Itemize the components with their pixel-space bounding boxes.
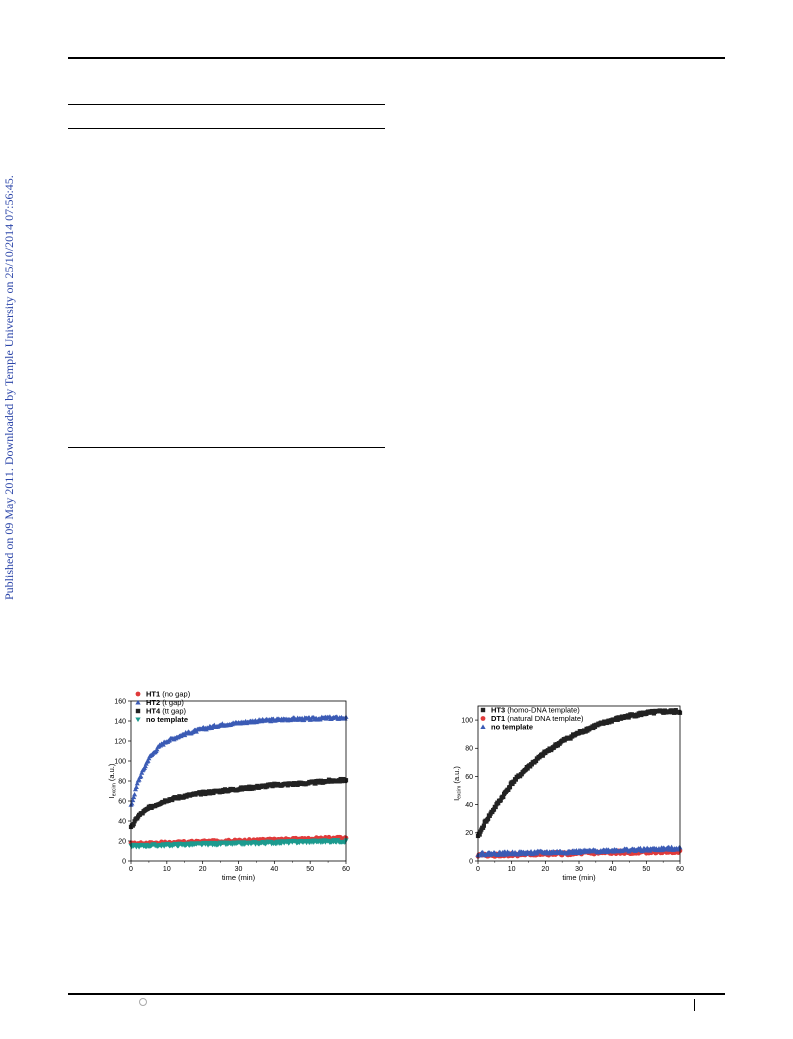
- y-tick-label: 120: [114, 738, 126, 745]
- data-point: [134, 780, 140, 786]
- data-point: [481, 823, 486, 828]
- data-point: [139, 770, 145, 775]
- legend-label: DT1 (natural DNA template): [491, 714, 584, 723]
- legend-label: HT3 (homo-DNA template): [491, 706, 580, 715]
- table-bottom-rule: [68, 447, 385, 448]
- legend-marker: [135, 717, 141, 723]
- data-point: [507, 785, 513, 790]
- y-tick-label: 0: [122, 858, 126, 865]
- y-tick-label: 40: [465, 802, 473, 809]
- published-watermark: Published on 09 May 2011. Downloaded by …: [2, 175, 16, 600]
- footer-divider: [694, 999, 695, 1011]
- y-tick-label: 80: [118, 778, 126, 785]
- data-point: [533, 758, 539, 764]
- data-point: [487, 813, 492, 818]
- legend-label: HT4 (tt gap): [146, 707, 187, 716]
- legend-marker: [480, 716, 486, 721]
- data-point: [136, 777, 142, 782]
- x-tick-label: 30: [575, 866, 583, 873]
- data-point: [513, 777, 518, 782]
- y-tick-label: 20: [118, 838, 126, 845]
- series-1: [128, 714, 349, 807]
- x-axis-title: time (min): [222, 873, 256, 882]
- legend-label: HT2 (t gap): [146, 698, 184, 707]
- x-tick-label: 60: [676, 866, 684, 873]
- x-tick-label: 10: [163, 866, 171, 873]
- x-tick-label: 50: [642, 866, 650, 873]
- y-tick-label: 0: [469, 858, 473, 865]
- legend-label: HT1 (no gap): [146, 690, 191, 699]
- y-axis-title: Iexcim (a.u.): [107, 763, 118, 798]
- series-0: [475, 708, 683, 839]
- data-point: [131, 822, 136, 827]
- data-point: [477, 832, 482, 837]
- x-tick-label: 60: [342, 866, 350, 873]
- y-tick-label: 60: [118, 798, 126, 805]
- x-tick-label: 30: [235, 866, 243, 873]
- x-tick-label: 50: [306, 866, 314, 873]
- y-tick-label: 80: [465, 746, 473, 753]
- data-point: [130, 797, 136, 803]
- table-header-rule: [68, 128, 385, 129]
- data-point: [510, 781, 515, 787]
- data-point: [496, 801, 501, 806]
- y-tick-label: 100: [114, 758, 126, 765]
- data-point: [142, 763, 148, 769]
- chart-right: 0 10 20 30 40 50 60 0 20 40 60 80 100 time (min) Iexci…: [452, 706, 684, 883]
- footer-logo-icon: [139, 998, 147, 1006]
- series-2: [475, 844, 683, 858]
- x-tick-label: 0: [476, 866, 480, 873]
- y-tick-label: 160: [114, 698, 126, 705]
- plot-area-left: 0 10 20 30 40 50 60 0 20 40 60 80 100 120 140 160 time (…: [107, 690, 350, 883]
- data-point: [525, 766, 530, 771]
- data-point: [506, 787, 511, 792]
- data-point: [486, 816, 491, 821]
- data-point: [480, 825, 486, 830]
- data-point: [154, 746, 160, 752]
- legend: HT1 (no gap)HT2 (t gap)HT4 (tt gap)no te…: [135, 690, 191, 724]
- data-point: [133, 784, 139, 789]
- y-tick-label: 20: [465, 830, 473, 837]
- x-tick-label: 10: [508, 866, 516, 873]
- y-tick-label: 40: [118, 818, 126, 825]
- data-point: [193, 729, 199, 734]
- data-point: [540, 753, 545, 758]
- legend-label: no template: [146, 715, 188, 724]
- x-tick-label: 0: [129, 866, 133, 873]
- legend-marker: [480, 724, 486, 729]
- legend: HT3 (homo-DNA template)DT1 (natural DNA …: [480, 706, 584, 732]
- data-point: [498, 798, 503, 803]
- data-point: [145, 758, 151, 763]
- table-top-rule: [68, 104, 385, 105]
- y-tick-label: 140: [114, 718, 126, 725]
- plot-area-right: 0 10 20 30 40 50 60 0 20 40 60 80 100 time (min) Iexci…: [452, 706, 684, 883]
- y-axis-title: Iexcim (a.u.): [452, 766, 463, 801]
- legend-marker: [135, 699, 141, 705]
- x-tick-label: 20: [541, 866, 549, 873]
- legend-label: no template: [491, 723, 533, 732]
- data-point: [132, 791, 138, 797]
- x-tick-label: 20: [199, 866, 207, 873]
- x-tick-label: 40: [270, 866, 278, 873]
- chart-left: 0 10 20 30 40 50 60 0 20 40 60 80 100 120 140 160 time (…: [107, 690, 350, 883]
- data-point: [132, 786, 138, 792]
- series-3: [128, 838, 349, 850]
- footer-rule: [68, 993, 725, 995]
- series-2: [128, 776, 349, 830]
- header-rule: [68, 57, 725, 59]
- legend-marker: [480, 707, 486, 713]
- x-axis-title: time (min): [562, 873, 596, 882]
- data-point: [138, 773, 144, 779]
- data-point: [131, 794, 137, 800]
- data-point: [491, 807, 497, 812]
- y-tick-label: 100: [461, 717, 473, 724]
- y-tick-label: 60: [465, 774, 473, 781]
- x-tick-label: 40: [609, 866, 617, 873]
- legend-marker: [135, 691, 141, 697]
- data-point: [501, 794, 506, 800]
- data-point: [493, 804, 498, 810]
- data-point: [512, 779, 517, 784]
- legend-marker: [135, 708, 141, 714]
